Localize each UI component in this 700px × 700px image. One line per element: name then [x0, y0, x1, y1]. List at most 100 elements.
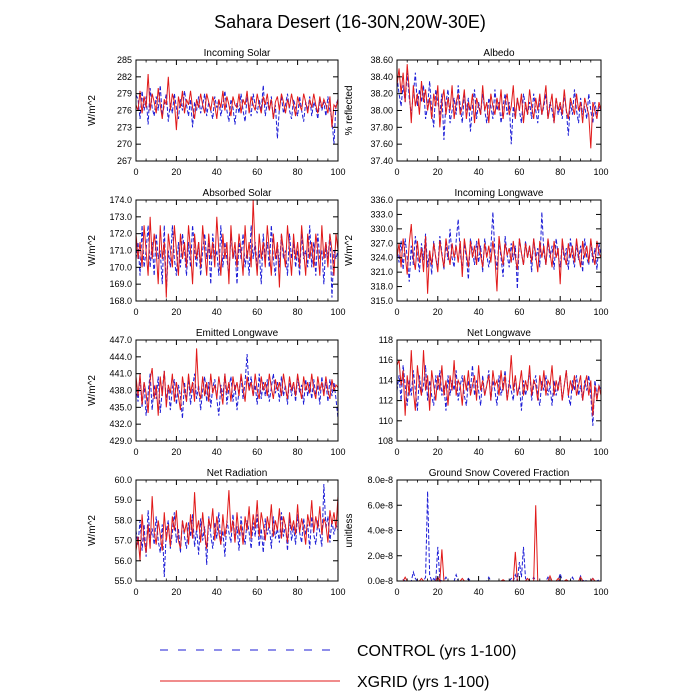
y-tick-label: 38.40: [370, 72, 393, 82]
y-tick-label: 58.0: [114, 515, 132, 525]
y-tick-label: 333.0: [370, 209, 393, 219]
y-tick-label: 37.40: [370, 156, 393, 166]
x-tick-label: 60: [252, 307, 262, 317]
y-tick-label: 38.20: [370, 89, 393, 99]
x-tick-label: 20: [433, 167, 443, 177]
x-tick-label: 0: [133, 307, 138, 317]
panel-title: Absorbed Solar: [203, 188, 273, 199]
x-tick-label: 80: [555, 307, 565, 317]
x-tick-label: 80: [555, 167, 565, 177]
x-tick-label: 100: [330, 167, 345, 177]
x-tick-label: 100: [593, 447, 608, 457]
series-control: [135, 85, 339, 145]
y-tick-label: 2.0e-8: [367, 551, 393, 561]
y-tick-label: 171.0: [109, 246, 132, 256]
panel-net-longwave: Net Longwave 0 20 40 60 80 100 108 110 112 114 116 1…: [378, 328, 609, 457]
x-tick-label: 20: [171, 307, 181, 317]
x-tick-label: 0: [394, 167, 399, 177]
y-tick-label: 8.0e-8: [367, 475, 393, 485]
panel-title: Ground Snow Covered Fraction: [429, 468, 570, 479]
x-tick-label: 40: [474, 447, 484, 457]
y-tick-label: 4.0e-8: [367, 526, 393, 536]
x-tick-label: 20: [171, 447, 181, 457]
x-tick-label: 100: [593, 587, 608, 597]
y-tick-label: 108: [378, 436, 393, 446]
y-tick-label: 441.0: [109, 369, 132, 379]
panel-absorbed-solar: Absorbed Solar 0 20 40 60 80 100 168.0 169.0 170.…: [87, 188, 346, 317]
panel-net-radiation: Net Radiation 0 20 40 60 80 100 55.0 56.0 57.0 58.…: [87, 468, 346, 597]
x-tick-label: 80: [293, 307, 303, 317]
legend: CONTROL (yrs 1-100) XGRID (yrs 1-100): [160, 643, 516, 691]
series-xgrid: [396, 223, 602, 294]
panel-title: Net Radiation: [207, 468, 268, 479]
x-tick-label: 80: [555, 447, 565, 457]
x-tick-label: 100: [330, 587, 345, 597]
y-tick-label: 116: [379, 355, 393, 365]
y-tick-label: 110: [379, 416, 393, 426]
x-tick-label: 80: [293, 587, 303, 597]
y-axis-label: unitless: [344, 514, 355, 548]
panel-emitted-longwave: Emitted Longwave 0 20 40 60 80 100 429.0 432.0 43…: [87, 328, 346, 457]
panel-albedo: Albedo 0 20 40 60 80 100 37.40 37.60 37.80 38.00 38…: [344, 48, 609, 177]
y-tick-label: 112: [379, 396, 393, 406]
x-tick-label: 60: [514, 307, 524, 317]
series-xgrid: [396, 64, 602, 149]
y-axis-label: W/m^2: [87, 375, 98, 406]
x-tick-label: 60: [252, 447, 262, 457]
y-tick-label: 38.00: [370, 106, 393, 116]
x-tick-label: 100: [330, 447, 345, 457]
y-tick-label: 267: [117, 156, 132, 166]
x-tick-label: 60: [514, 447, 524, 457]
y-tick-label: 56.0: [114, 556, 132, 566]
y-tick-label: 60.0: [114, 475, 132, 485]
y-tick-label: 447.0: [109, 335, 132, 345]
y-tick-label: 279: [117, 89, 132, 99]
panel-incoming-longwave: Incoming Longwave 0 20 40 60 80 100 315.0 318.0 3…: [344, 188, 609, 317]
page-title: Sahara Desert (16-30N,20W-30E): [214, 12, 486, 32]
y-tick-label: 173.0: [109, 212, 132, 222]
series-xgrid: [397, 505, 601, 583]
y-tick-label: 438.0: [109, 386, 132, 396]
x-tick-label: 80: [293, 167, 303, 177]
x-tick-label: 60: [514, 587, 524, 597]
plot-frame: [135, 339, 339, 442]
y-tick-label: 57.0: [114, 536, 132, 546]
x-tick-label: 20: [171, 167, 181, 177]
y-tick-label: 38.60: [370, 55, 393, 65]
y-tick-label: 444.0: [109, 352, 132, 362]
y-tick-label: 270: [117, 139, 132, 149]
series-xgrid: [135, 490, 339, 561]
series-control: [397, 491, 602, 583]
y-tick-label: 285: [117, 55, 132, 65]
series-control: [396, 211, 602, 290]
y-axis-label: % reflected: [344, 85, 355, 135]
y-tick-label: 282: [117, 72, 132, 82]
x-tick-label: 0: [133, 167, 138, 177]
y-tick-label: 118: [379, 335, 393, 345]
x-tick-label: 40: [212, 167, 222, 177]
y-tick-label: 336.0: [370, 195, 393, 205]
x-tick-label: 0: [133, 587, 138, 597]
panel-title: Incoming Longwave: [455, 188, 544, 199]
y-axis-label: W/m^2: [87, 515, 98, 546]
x-tick-label: 100: [330, 307, 345, 317]
x-tick-label: 0: [394, 447, 399, 457]
y-tick-label: 327.0: [370, 238, 393, 248]
y-tick-label: 276: [117, 106, 132, 116]
y-tick-label: 114: [379, 375, 393, 385]
x-tick-label: 40: [212, 307, 222, 317]
x-tick-label: 60: [252, 587, 262, 597]
y-tick-label: 315.0: [370, 296, 393, 306]
y-tick-label: 432.0: [109, 419, 132, 429]
series-xgrid: [135, 74, 339, 131]
x-tick-label: 60: [252, 167, 262, 177]
y-tick-label: 435.0: [109, 402, 132, 412]
y-tick-label: 429.0: [109, 436, 132, 446]
x-tick-label: 100: [593, 307, 608, 317]
series-control: [396, 72, 602, 145]
series-xgrid: [135, 348, 339, 416]
x-tick-label: 40: [474, 587, 484, 597]
series-control: [135, 484, 339, 577]
x-tick-label: 0: [394, 307, 399, 317]
x-tick-label: 40: [212, 587, 222, 597]
